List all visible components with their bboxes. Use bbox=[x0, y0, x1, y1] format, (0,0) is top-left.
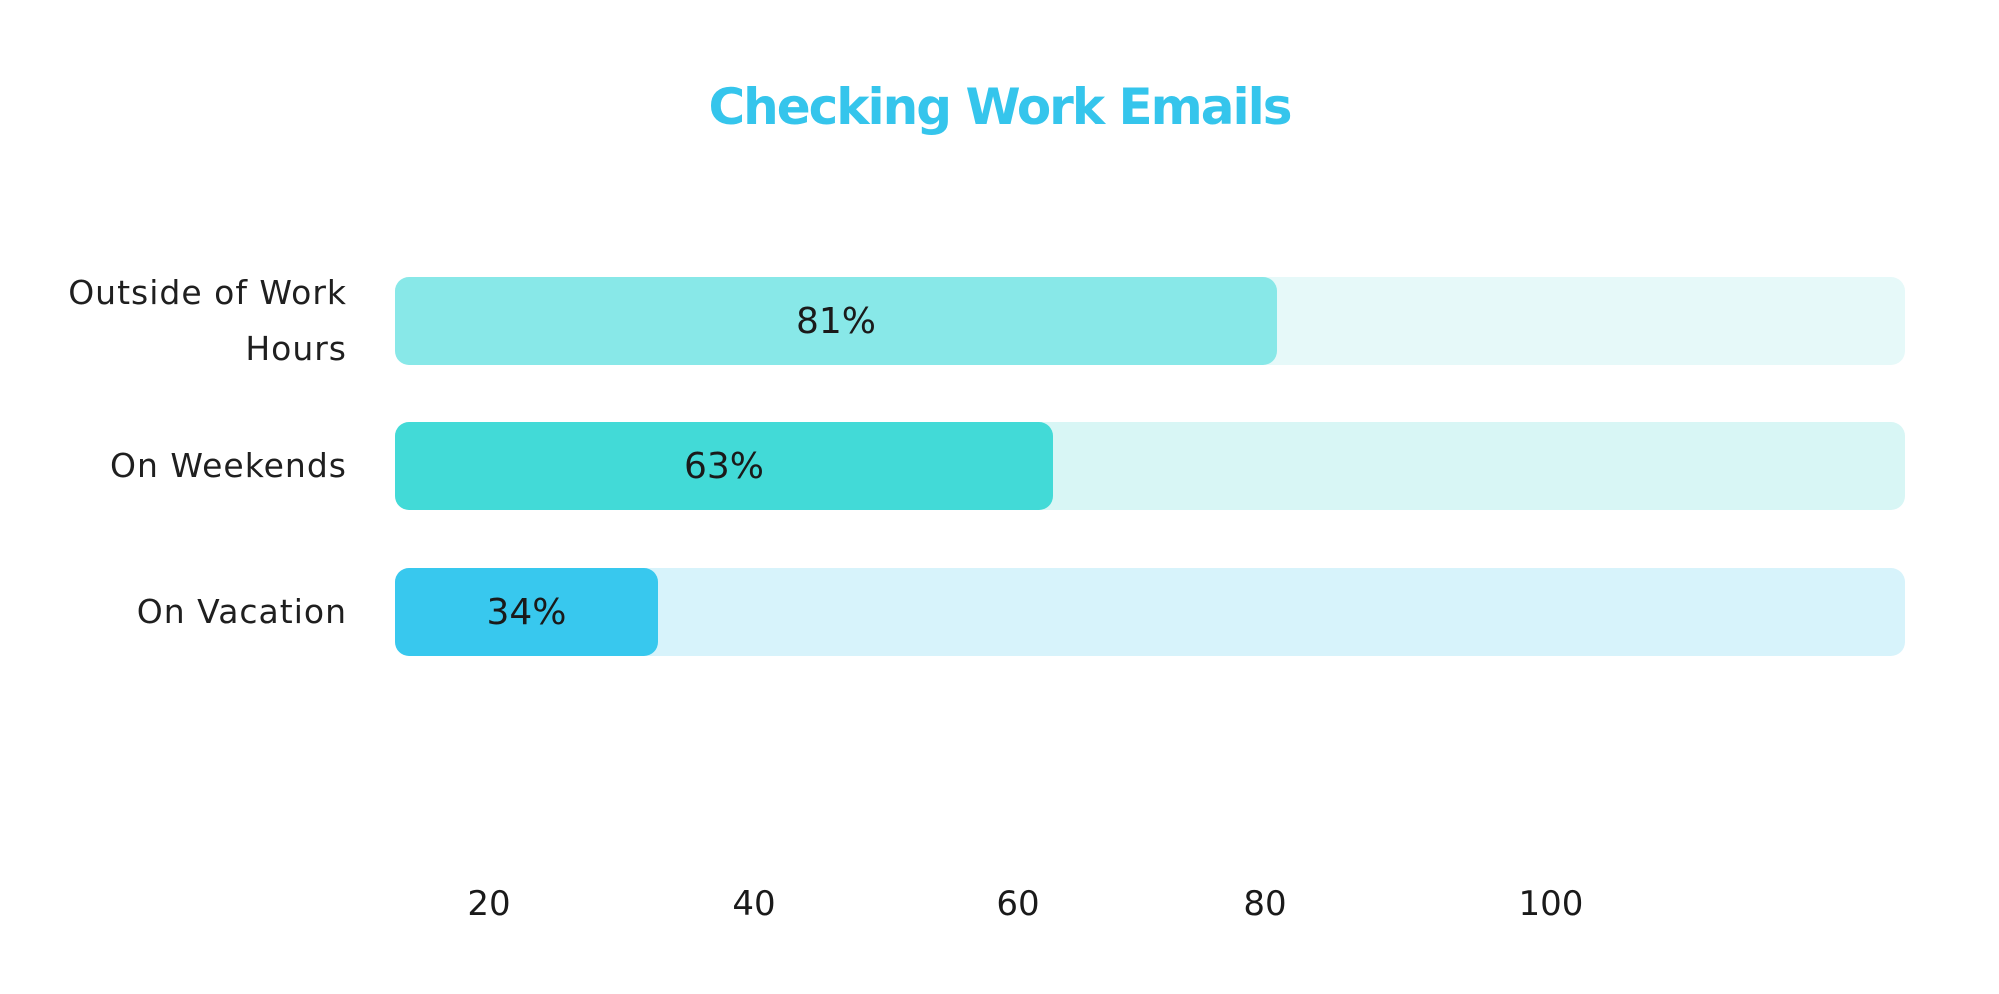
bar-track-on-weekends: 63% bbox=[395, 422, 1905, 510]
row-label-on-vacation: On Vacation bbox=[136, 592, 347, 631]
x-tick-60: 60 bbox=[996, 884, 1040, 924]
x-tick-80: 80 bbox=[1243, 884, 1287, 924]
row-label-line: Hours bbox=[245, 329, 347, 368]
bar-track-outside-work-hours: 81% bbox=[395, 277, 1905, 365]
x-tick-100: 100 bbox=[1518, 884, 1584, 924]
x-tick-40: 40 bbox=[732, 884, 776, 924]
row-label-on-weekends: On Weekends bbox=[110, 446, 347, 485]
row-label-outside-work-hours: Outside of Work Hours bbox=[68, 265, 347, 377]
bar-on-weekends: 63% bbox=[395, 422, 1053, 510]
x-tick-20: 20 bbox=[467, 884, 511, 924]
bar-value-label: 81% bbox=[795, 300, 876, 342]
bar-outside-work-hours: 81% bbox=[395, 277, 1277, 365]
bar-on-vacation: 34% bbox=[395, 568, 658, 656]
row-label-line: Outside of Work bbox=[68, 273, 347, 312]
bar-track-on-vacation: 34% bbox=[395, 568, 1905, 656]
bar-value-label: 63% bbox=[683, 445, 764, 487]
bar-value-label: 34% bbox=[486, 591, 567, 633]
chart-title: Checking Work Emails bbox=[708, 78, 1292, 136]
